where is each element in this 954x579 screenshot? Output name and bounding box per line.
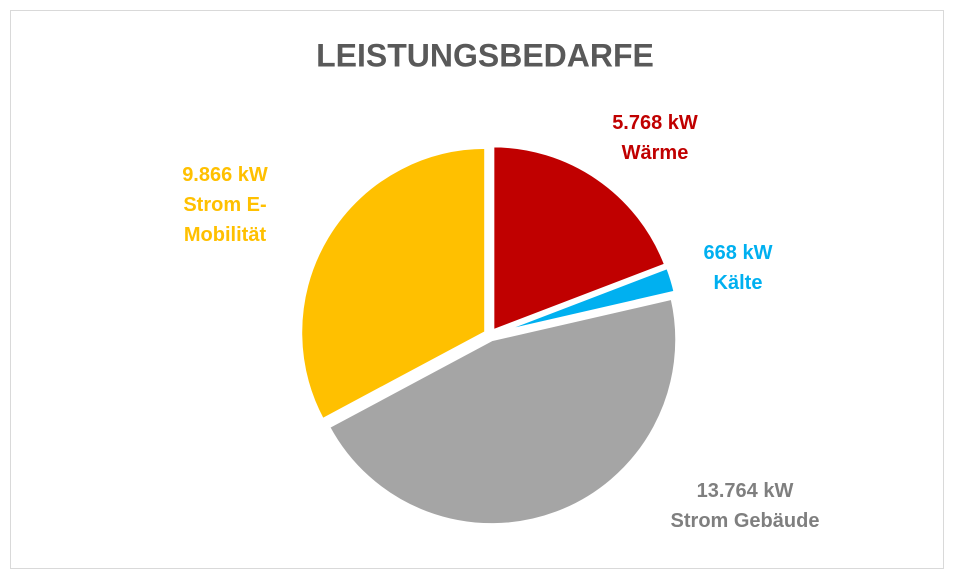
category-label: Kälte — [713, 272, 763, 294]
pie-slice — [491, 144, 668, 334]
pie-slice — [299, 145, 488, 422]
category-label: Strom Gebäude — [670, 510, 820, 532]
chart-title: LEISTUNGSBEDARFE — [316, 37, 654, 73]
data-label: 668 kW Kälte — [638, 238, 838, 298]
pie-slice — [326, 296, 679, 527]
data-label: 13.764 kW Strom Gebäude — [645, 476, 845, 536]
value-label: 668 kW — [703, 242, 773, 264]
data-label: 9.866 kW Strom E-Mobilität — [160, 160, 290, 250]
pie-slice — [494, 265, 677, 336]
value-label: 9.866 kW — [182, 164, 268, 186]
value-label: 13.764 kW — [696, 480, 794, 502]
value-label: 5.768 kW — [612, 112, 698, 134]
category-label: Strom E-Mobilität — [183, 194, 267, 246]
data-label: 5.768 kW Wärme — [555, 108, 755, 168]
category-label: Wärme — [621, 142, 689, 164]
